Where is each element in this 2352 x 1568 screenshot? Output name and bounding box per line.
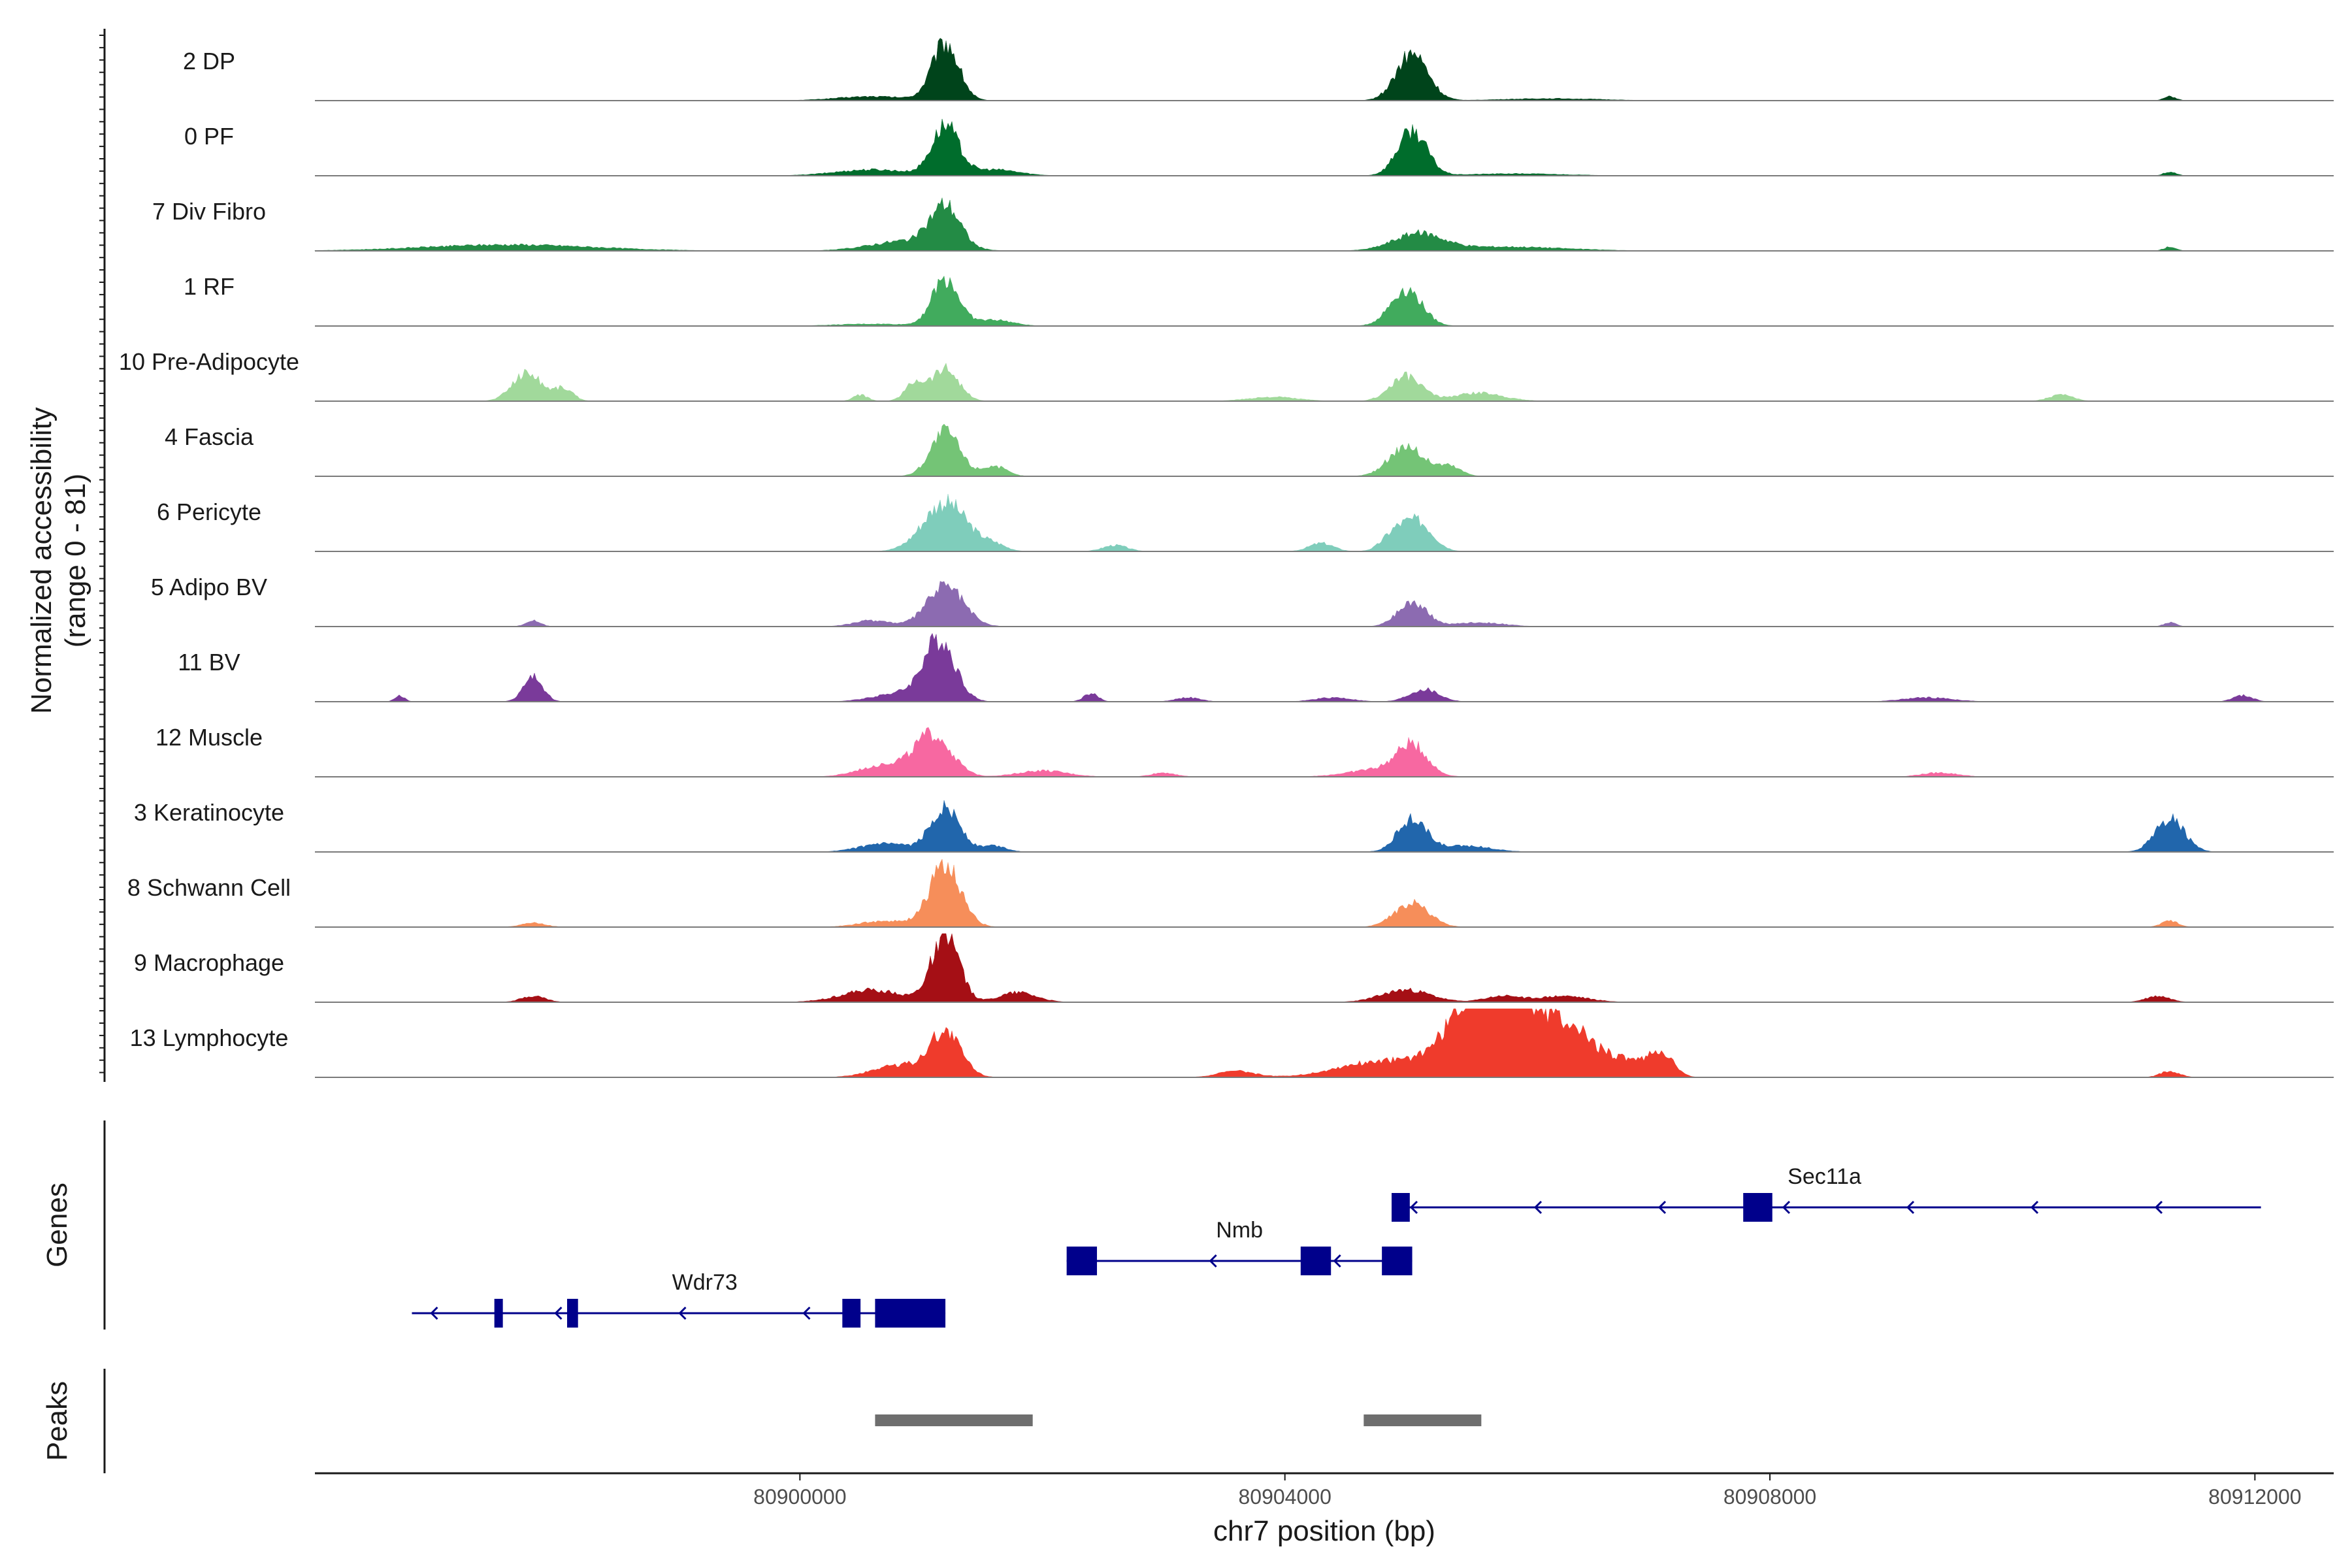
exon: [842, 1299, 861, 1328]
gene-wdr73: Wdr73: [412, 1270, 946, 1328]
track-4-fascia: 4 Fascia: [165, 423, 2334, 477]
strand-arrow: [1209, 1254, 1217, 1268]
track-label: 9 Macrophage: [134, 949, 284, 976]
peak-regions: [875, 1414, 1482, 1426]
coverage-signal: [315, 494, 2334, 552]
track-label: 6 Pericyte: [157, 498, 261, 525]
exon: [1300, 1247, 1331, 1275]
strand-arrow: [678, 1306, 687, 1320]
y-axis-title: Normalized accessibility (range 0 - 81): [25, 407, 91, 713]
track-label: 5 Adipo BV: [151, 574, 267, 600]
coverage-signal: [315, 275, 2334, 327]
strand-arrow: [2030, 1200, 2039, 1215]
coverage-signal: [315, 933, 2334, 1003]
coverage-signal: [315, 858, 2334, 928]
track-label: 3 Keratinocyte: [134, 799, 284, 826]
gene-label: Sec11a: [1788, 1164, 1861, 1189]
track-label: 1 RF: [184, 273, 235, 300]
track-1-rf: 1 RF: [184, 273, 2334, 327]
strand-arrow: [802, 1306, 811, 1320]
track-label: 0 PF: [184, 123, 234, 150]
genes-panel-label: Genes: [41, 1183, 73, 1267]
coverage-signal: [315, 727, 2334, 777]
coverage-signal: [315, 423, 2334, 477]
strand-arrow: [1906, 1200, 1915, 1215]
y-axis-title-line1: Normalized accessibility: [25, 407, 57, 713]
track-13-lymphocyte: 13 Lymphocyte: [130, 1008, 2334, 1078]
coverage-y-ticks: [99, 35, 105, 1073]
x-axis-ticks: 80900000 80904000 80908000 80912000: [753, 1473, 2302, 1509]
strand-arrow: [2154, 1200, 2163, 1215]
track-label: 12 Muscle: [155, 724, 263, 751]
exon: [567, 1299, 578, 1328]
coverage-signal: [315, 118, 2334, 176]
x-tick-label: 80904000: [1238, 1485, 1331, 1509]
track-5-adipo-bv: 5 Adipo BV: [151, 574, 2334, 627]
strand-arrow: [1333, 1254, 1341, 1268]
track-label: 4 Fascia: [165, 423, 254, 450]
x-axis-title: chr7 position (bp): [1213, 1515, 1435, 1547]
track-label: 11 BV: [178, 649, 240, 676]
gene-sec11a: Sec11a: [1392, 1164, 2261, 1222]
gene-annotations: Wdr73 Nmb Sec11a: [412, 1164, 2261, 1328]
track-label: 8 Schwann Cell: [127, 874, 291, 901]
track-label: 13 Lymphocyte: [130, 1024, 289, 1051]
track-11-bv: 11 BV: [178, 632, 2334, 702]
peak-region-bar: [1364, 1414, 1482, 1426]
exon: [1392, 1193, 1410, 1222]
x-tick-label: 80900000: [753, 1485, 846, 1509]
strand-arrow: [1409, 1200, 1418, 1215]
coverage-signal: [315, 632, 2334, 702]
exon: [1066, 1247, 1098, 1275]
strand-arrow: [1658, 1200, 1667, 1215]
strand-arrow: [430, 1306, 438, 1320]
track-0-pf: 0 PF: [184, 118, 2334, 176]
exon: [494, 1299, 503, 1328]
peak-region-bar: [875, 1414, 1033, 1426]
track-6-pericyte: 6 Pericyte: [157, 494, 2334, 552]
gene-label: Nmb: [1216, 1218, 1263, 1243]
track-label: 2 DP: [183, 48, 235, 74]
gene-nmb: Nmb: [1066, 1218, 1413, 1275]
track-7-div-fibro: 7 Div Fibro: [152, 197, 2334, 252]
y-axis-title-line2: (range 0 - 81): [59, 474, 91, 648]
track-2-dp: 2 DP: [183, 38, 2334, 101]
exon: [875, 1299, 946, 1328]
x-tick-label: 80908000: [1723, 1485, 1816, 1509]
track-10-pre-adipocyte: 10 Pre-Adipocyte: [119, 348, 2334, 402]
strand-arrow: [1782, 1200, 1791, 1215]
gene-label: Wdr73: [672, 1270, 738, 1295]
track-9-macrophage: 9 Macrophage: [134, 933, 2334, 1003]
coverage-tracks: 2 DP 0 PF 7 Div Fibro 1 RF 10 Pre-Adipocyte 4…: [119, 38, 2334, 1078]
track-8-schwann-cell: 8 Schwann Cell: [127, 858, 2334, 928]
track-12-muscle: 12 Muscle: [155, 724, 2334, 777]
coverage-signal: [315, 38, 2334, 101]
coverage-signal: [315, 800, 2334, 853]
track-3-keratinocyte: 3 Keratinocyte: [134, 799, 2334, 853]
exon: [1382, 1247, 1413, 1275]
peaks-panel-label: Peaks: [41, 1381, 73, 1461]
coverage-signal: [314, 197, 2334, 252]
coverage-signal: [315, 363, 2334, 402]
exon: [1743, 1193, 1772, 1222]
coverage-signal: [315, 1008, 2334, 1078]
track-label: 7 Div Fibro: [152, 198, 266, 225]
coverage-signal: [315, 581, 2334, 627]
x-tick-label: 80912000: [2208, 1485, 2301, 1509]
track-label: 10 Pre-Adipocyte: [119, 348, 299, 375]
strand-arrow: [1533, 1200, 1543, 1215]
strand-arrow: [554, 1306, 563, 1320]
